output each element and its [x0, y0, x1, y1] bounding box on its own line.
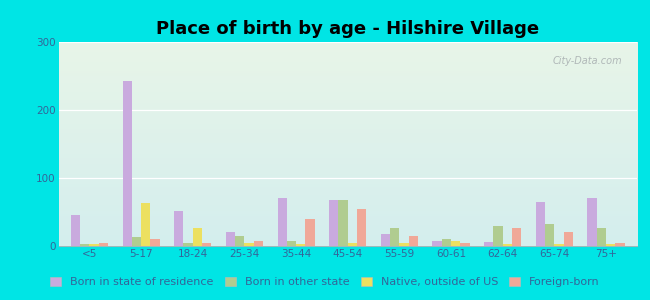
Bar	[484, 242, 493, 246]
Text: City-Data.com: City-Data.com	[553, 56, 623, 66]
Bar	[254, 241, 263, 246]
Bar	[99, 243, 108, 246]
Bar	[502, 244, 512, 246]
Title: Place of birth by age - Hilshire Village: Place of birth by age - Hilshire Village	[156, 20, 540, 38]
Bar	[512, 228, 521, 246]
Bar	[183, 243, 193, 246]
Bar	[80, 244, 90, 246]
Bar	[339, 200, 348, 246]
Bar	[564, 232, 573, 246]
Bar	[296, 244, 306, 246]
Bar	[235, 236, 244, 246]
Bar	[432, 241, 442, 246]
Bar	[554, 244, 564, 246]
Bar	[390, 228, 399, 246]
Bar	[409, 236, 418, 246]
Bar	[174, 211, 183, 246]
Bar	[348, 243, 357, 246]
Bar	[244, 243, 254, 246]
Bar	[226, 232, 235, 246]
Bar	[71, 215, 80, 246]
Bar	[306, 219, 315, 246]
Bar	[545, 224, 554, 246]
Bar	[460, 243, 470, 246]
Bar	[616, 243, 625, 246]
Bar	[357, 208, 367, 246]
Bar	[451, 241, 460, 246]
Bar	[606, 244, 616, 246]
Bar	[588, 198, 597, 246]
Bar	[329, 200, 339, 246]
Bar	[493, 226, 502, 246]
Bar	[193, 228, 202, 246]
Bar	[132, 237, 141, 246]
Legend: Born in state of residence, Born in other state, Native, outside of US, Foreign-: Born in state of residence, Born in othe…	[46, 272, 604, 291]
Bar	[90, 244, 99, 246]
Bar	[123, 81, 132, 246]
Bar	[442, 239, 451, 246]
Bar	[399, 243, 409, 246]
Bar	[278, 198, 287, 246]
Bar	[202, 243, 211, 246]
Bar	[597, 228, 606, 246]
Bar	[150, 239, 160, 246]
Bar	[381, 234, 390, 246]
Bar	[287, 241, 296, 246]
Bar	[141, 203, 150, 246]
Bar	[536, 202, 545, 246]
